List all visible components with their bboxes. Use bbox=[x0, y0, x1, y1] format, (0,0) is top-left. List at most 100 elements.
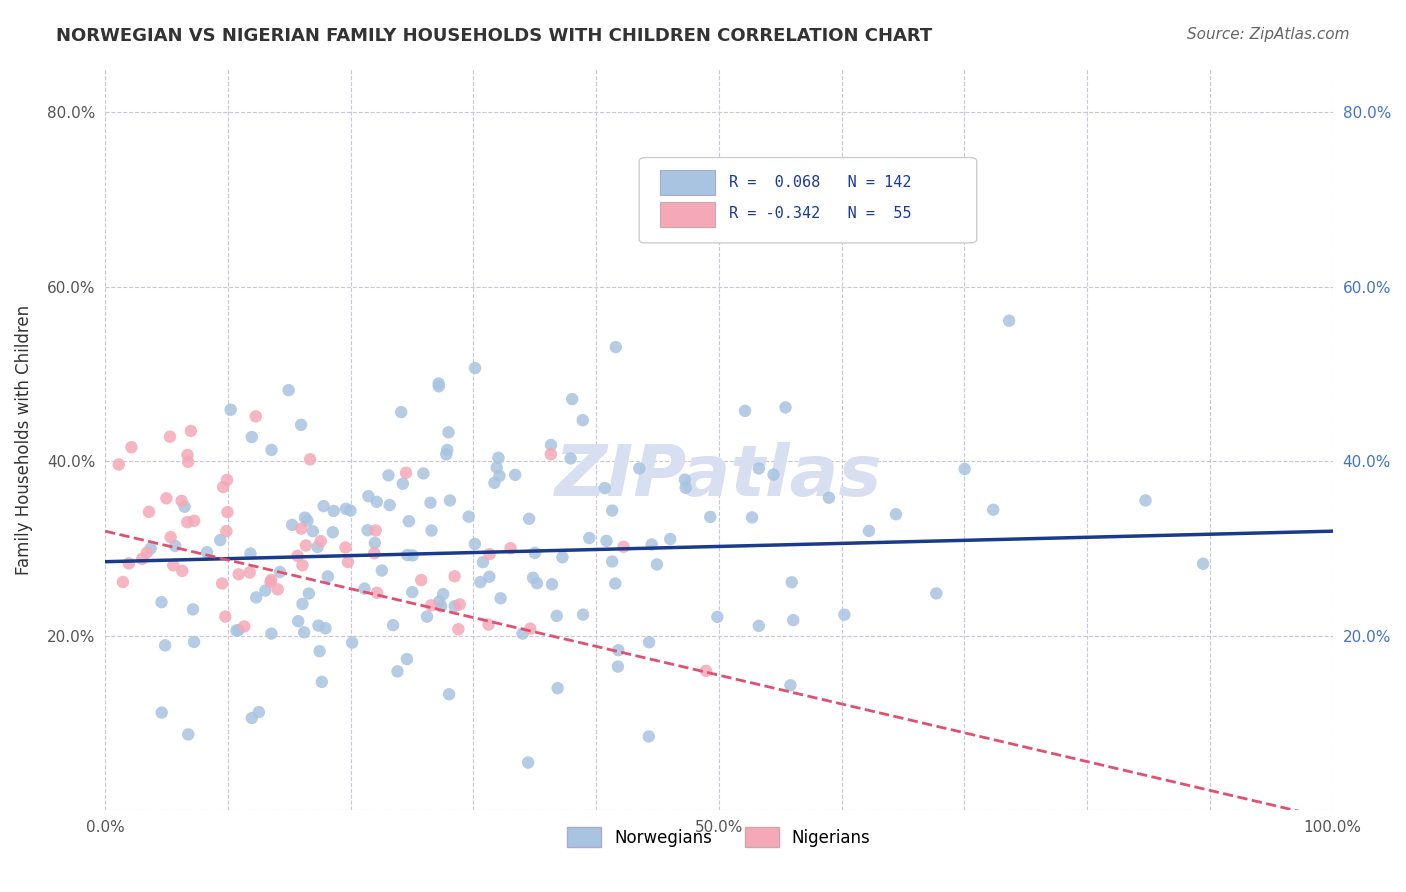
Nigerians bbox=[138, 505, 160, 519]
Nigerians bbox=[335, 541, 357, 555]
Norwegians bbox=[335, 501, 357, 516]
Norwegians bbox=[419, 496, 441, 510]
Norwegians bbox=[139, 541, 162, 556]
Norwegians bbox=[437, 425, 460, 440]
Norwegians bbox=[165, 539, 187, 553]
Nigerians bbox=[180, 424, 202, 438]
Nigerians bbox=[299, 452, 322, 467]
Norwegians bbox=[432, 587, 454, 601]
Norwegians bbox=[316, 569, 339, 583]
Nigerians bbox=[477, 617, 499, 632]
Norwegians bbox=[488, 450, 510, 465]
Norwegians bbox=[281, 517, 304, 532]
Nigerians bbox=[613, 540, 636, 554]
Norwegians bbox=[637, 730, 659, 744]
Norwegians bbox=[517, 756, 540, 770]
Norwegians bbox=[307, 618, 329, 632]
Nigerians bbox=[162, 558, 184, 573]
Norwegians bbox=[782, 613, 804, 627]
Nigerians bbox=[176, 515, 198, 529]
Nigerians bbox=[159, 430, 181, 444]
Norwegians bbox=[560, 451, 582, 466]
Norwegians bbox=[420, 524, 443, 538]
Norwegians bbox=[357, 489, 380, 503]
Nigerians bbox=[540, 447, 562, 461]
Norwegians bbox=[340, 635, 363, 649]
Nigerians bbox=[159, 530, 181, 544]
Nigerians bbox=[411, 573, 433, 587]
Norwegians bbox=[339, 503, 361, 517]
Bar bbox=[659, 170, 716, 194]
Norwegians bbox=[600, 554, 623, 568]
Norwegians bbox=[675, 481, 697, 495]
Norwegians bbox=[378, 498, 401, 512]
Nigerians bbox=[211, 576, 233, 591]
Norwegians bbox=[181, 602, 204, 616]
Norwegians bbox=[640, 537, 662, 551]
Norwegians bbox=[762, 467, 785, 482]
Norwegians bbox=[780, 575, 803, 590]
Text: ZIPatlas: ZIPatlas bbox=[555, 442, 883, 511]
Norwegians bbox=[277, 383, 299, 397]
Norwegians bbox=[260, 626, 283, 640]
Nigerians bbox=[336, 555, 359, 569]
Norwegians bbox=[578, 531, 600, 545]
Norwegians bbox=[416, 609, 439, 624]
Nigerians bbox=[478, 547, 501, 561]
Norwegians bbox=[547, 681, 569, 696]
Nigerians bbox=[228, 567, 250, 582]
Norwegians bbox=[818, 491, 841, 505]
Norwegians bbox=[377, 468, 399, 483]
Norwegians bbox=[748, 619, 770, 633]
Norwegians bbox=[307, 540, 329, 554]
Norwegians bbox=[398, 514, 420, 528]
Norwegians bbox=[396, 548, 419, 562]
Norwegians bbox=[748, 461, 770, 475]
Norwegians bbox=[311, 674, 333, 689]
Norwegians bbox=[834, 607, 856, 622]
Nigerians bbox=[420, 599, 443, 613]
Nigerians bbox=[183, 514, 205, 528]
Norwegians bbox=[489, 591, 512, 606]
Norwegians bbox=[638, 635, 661, 649]
Nigerians bbox=[120, 440, 142, 454]
Nigerians bbox=[233, 619, 256, 633]
Nigerians bbox=[287, 549, 309, 563]
Norwegians bbox=[484, 475, 506, 490]
Text: R =  0.068   N = 142: R = 0.068 N = 142 bbox=[728, 175, 911, 189]
Nigerians bbox=[107, 458, 129, 472]
Norwegians bbox=[571, 413, 593, 427]
Nigerians bbox=[118, 557, 141, 571]
Norwegians bbox=[173, 500, 195, 514]
Norwegians bbox=[308, 644, 330, 658]
Nigerians bbox=[395, 466, 418, 480]
Norwegians bbox=[389, 405, 412, 419]
Norwegians bbox=[606, 659, 628, 673]
Norwegians bbox=[177, 727, 200, 741]
Norwegians bbox=[183, 635, 205, 649]
FancyBboxPatch shape bbox=[640, 158, 977, 243]
Norwegians bbox=[298, 586, 321, 600]
Norwegians bbox=[925, 586, 948, 600]
Norwegians bbox=[247, 705, 270, 719]
Norwegians bbox=[1192, 557, 1215, 571]
Norwegians bbox=[294, 510, 316, 524]
Norwegians bbox=[464, 361, 486, 376]
Norwegians bbox=[779, 678, 801, 692]
Norwegians bbox=[150, 595, 173, 609]
Y-axis label: Family Households with Children: Family Households with Children bbox=[15, 304, 32, 574]
Norwegians bbox=[593, 481, 616, 495]
Norwegians bbox=[297, 514, 319, 528]
Text: R = -0.342   N =  55: R = -0.342 N = 55 bbox=[728, 206, 911, 221]
Norwegians bbox=[478, 570, 501, 584]
Norwegians bbox=[734, 404, 756, 418]
Norwegians bbox=[439, 493, 461, 508]
Norwegians bbox=[600, 503, 623, 517]
Norwegians bbox=[884, 508, 907, 522]
Nigerians bbox=[443, 569, 465, 583]
Nigerians bbox=[449, 598, 471, 612]
Nigerians bbox=[176, 448, 198, 462]
Norwegians bbox=[429, 594, 451, 608]
Norwegians bbox=[605, 340, 627, 354]
Norwegians bbox=[314, 621, 336, 635]
